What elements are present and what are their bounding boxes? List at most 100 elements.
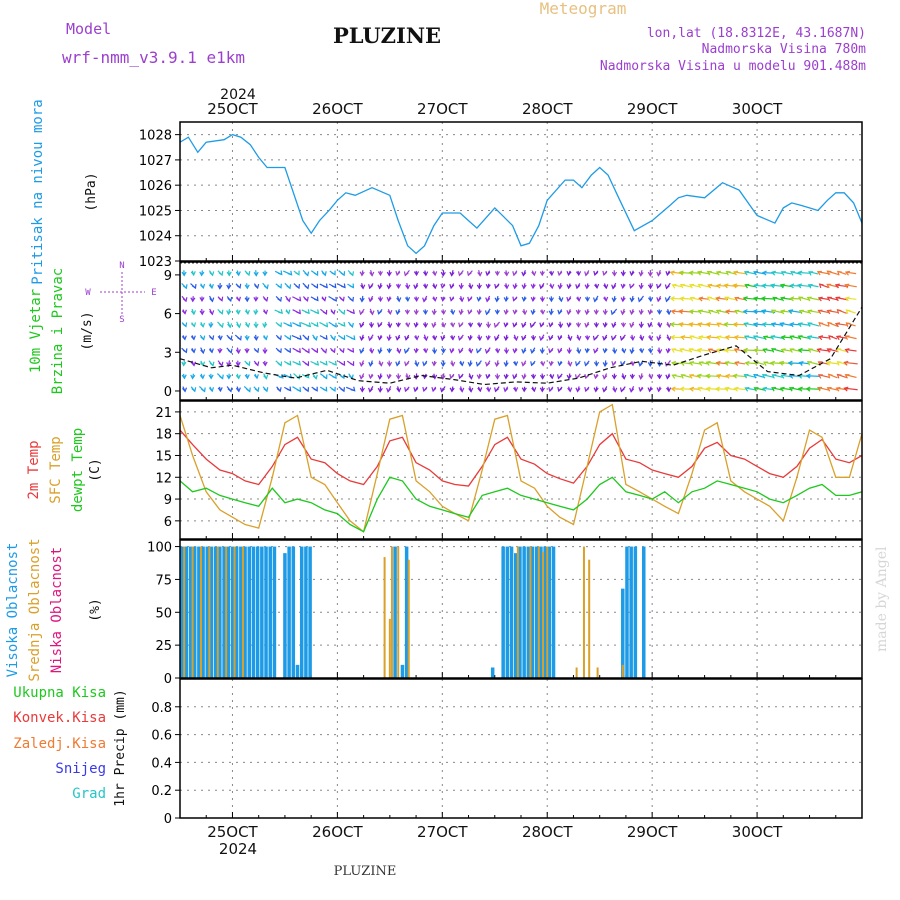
wind-arrow-head [584,296,591,302]
wind-arrow-head [806,296,812,302]
wind-arrow-head [723,283,729,289]
wind-arrow-head [368,387,374,393]
wind-arrow-head [531,271,537,277]
wind-arrow-head [602,348,608,354]
precip-legend-item: Grad [72,786,106,802]
wind-arrow-head [742,296,748,302]
wind-arrow-head [476,374,482,380]
wind-arrow-head [834,322,840,328]
wind-arrow-head [440,335,446,341]
wind-arrow-head [368,284,374,290]
wind-arrow [798,349,811,352]
wind-arrow-head [797,335,803,340]
wind-arrow-head [190,271,196,277]
wind-arrow-head [724,373,731,379]
wind-arrow-head [332,296,337,302]
chart-title: PLUZINE [333,23,441,48]
wind-arrow-head [789,322,795,328]
high-cloud-bar [260,546,264,678]
wind-arrow-head [826,283,832,289]
wind-arrow-head [697,283,703,289]
wind-arrow-head [413,271,420,277]
wind-arrow-head [575,271,582,277]
high-cloud-bar [243,546,247,678]
wind-vectors [180,269,862,393]
wind-arrow-head [512,284,518,290]
wind-arrow-head [656,309,663,315]
wind-arrow-head [807,309,813,315]
wind-arrow-head [762,348,768,353]
wind-arrow-head [277,270,283,276]
wind-arrow-head [637,297,643,303]
wind-arrow-head [244,374,250,380]
wind-arrow-head [227,348,233,354]
wind-arrow-head [208,323,214,329]
wind-arrow-head [237,335,242,341]
wind-arrow [771,335,785,340]
wind-arrow-head [714,386,720,392]
wind-arrow-head [477,336,483,342]
wind-arrow-head [521,284,527,290]
ytick-label: 15 [155,449,172,464]
wind-arrow-head [761,270,767,276]
wind-arrow-head [431,349,438,355]
precip-legend-item: Ukupna Kisa [13,685,106,701]
wind-arrow-head [845,322,851,327]
ytick-label: 25 [155,639,172,654]
wind-arrow-head [332,374,337,380]
wind-arrow-head [304,335,310,341]
wind-arrow-head [828,335,834,340]
wind-arrow-head [387,323,393,329]
wind-arrow-head [817,335,824,341]
wind-arrow-head [629,297,635,303]
wind-arrow-head [620,283,626,289]
wind-arrow-head [697,309,703,315]
wind-arrow-head [539,336,545,342]
wind-arrow-head [236,283,242,289]
wind-arrow-head [836,361,842,366]
wind-arrow-head [190,348,196,354]
wind-arrow-head [657,322,663,328]
wind-arrow-head [679,386,685,392]
wind-arrow-head [797,270,803,276]
wind-arrow-head [566,349,572,355]
wind-arrow-head [199,374,205,380]
wind-arrow-head [707,348,713,354]
high-cloud-bar [291,546,296,678]
wind-arrow-head [716,348,722,354]
wind-arrow-head [457,335,463,341]
wind-arrow-head [567,336,573,342]
wind-arrow-head [671,283,677,289]
high-cloud-axis-label: Visoka Oblacnost [5,543,21,678]
wind-arrow-head [638,284,644,290]
wind-arrow-head [576,349,582,355]
top-date-label: 25OCT [207,100,258,118]
wind-arrow-head [440,374,446,380]
wind-arrow-head [504,271,510,277]
low-cloud-axis-label: Niska Oblacnost [49,547,65,673]
ytick-label: 75 [155,573,172,588]
wind-arrow-head [457,271,463,277]
wind-arrow-head [217,387,223,393]
wind-arrow-head [450,361,456,367]
wind-arrow-head [761,283,767,289]
wind-arrow-head [181,335,187,341]
wind-arrow-head [386,284,392,290]
wind-arrow-head [548,335,554,341]
wind-arrow-head [332,360,337,366]
ytick-label: 1024 [139,230,172,245]
wind-arrow-head [576,335,582,342]
wind-arrow-head [611,323,617,329]
wind-arrow-head [770,335,776,340]
wind-arrow-head [405,322,411,328]
wind-arrow-head [253,336,259,342]
wind-arrow-head [827,373,833,379]
wind-arrow-head [439,387,445,393]
ytick-label: 1025 [139,204,172,219]
high-cloud-bar [526,546,531,678]
mid-cloud-bar [407,559,410,678]
wind-arrow-head [449,296,455,302]
wind-arrow-head [770,309,776,315]
wind-arrow-head [530,310,536,316]
wind-arrow-head [286,386,292,392]
